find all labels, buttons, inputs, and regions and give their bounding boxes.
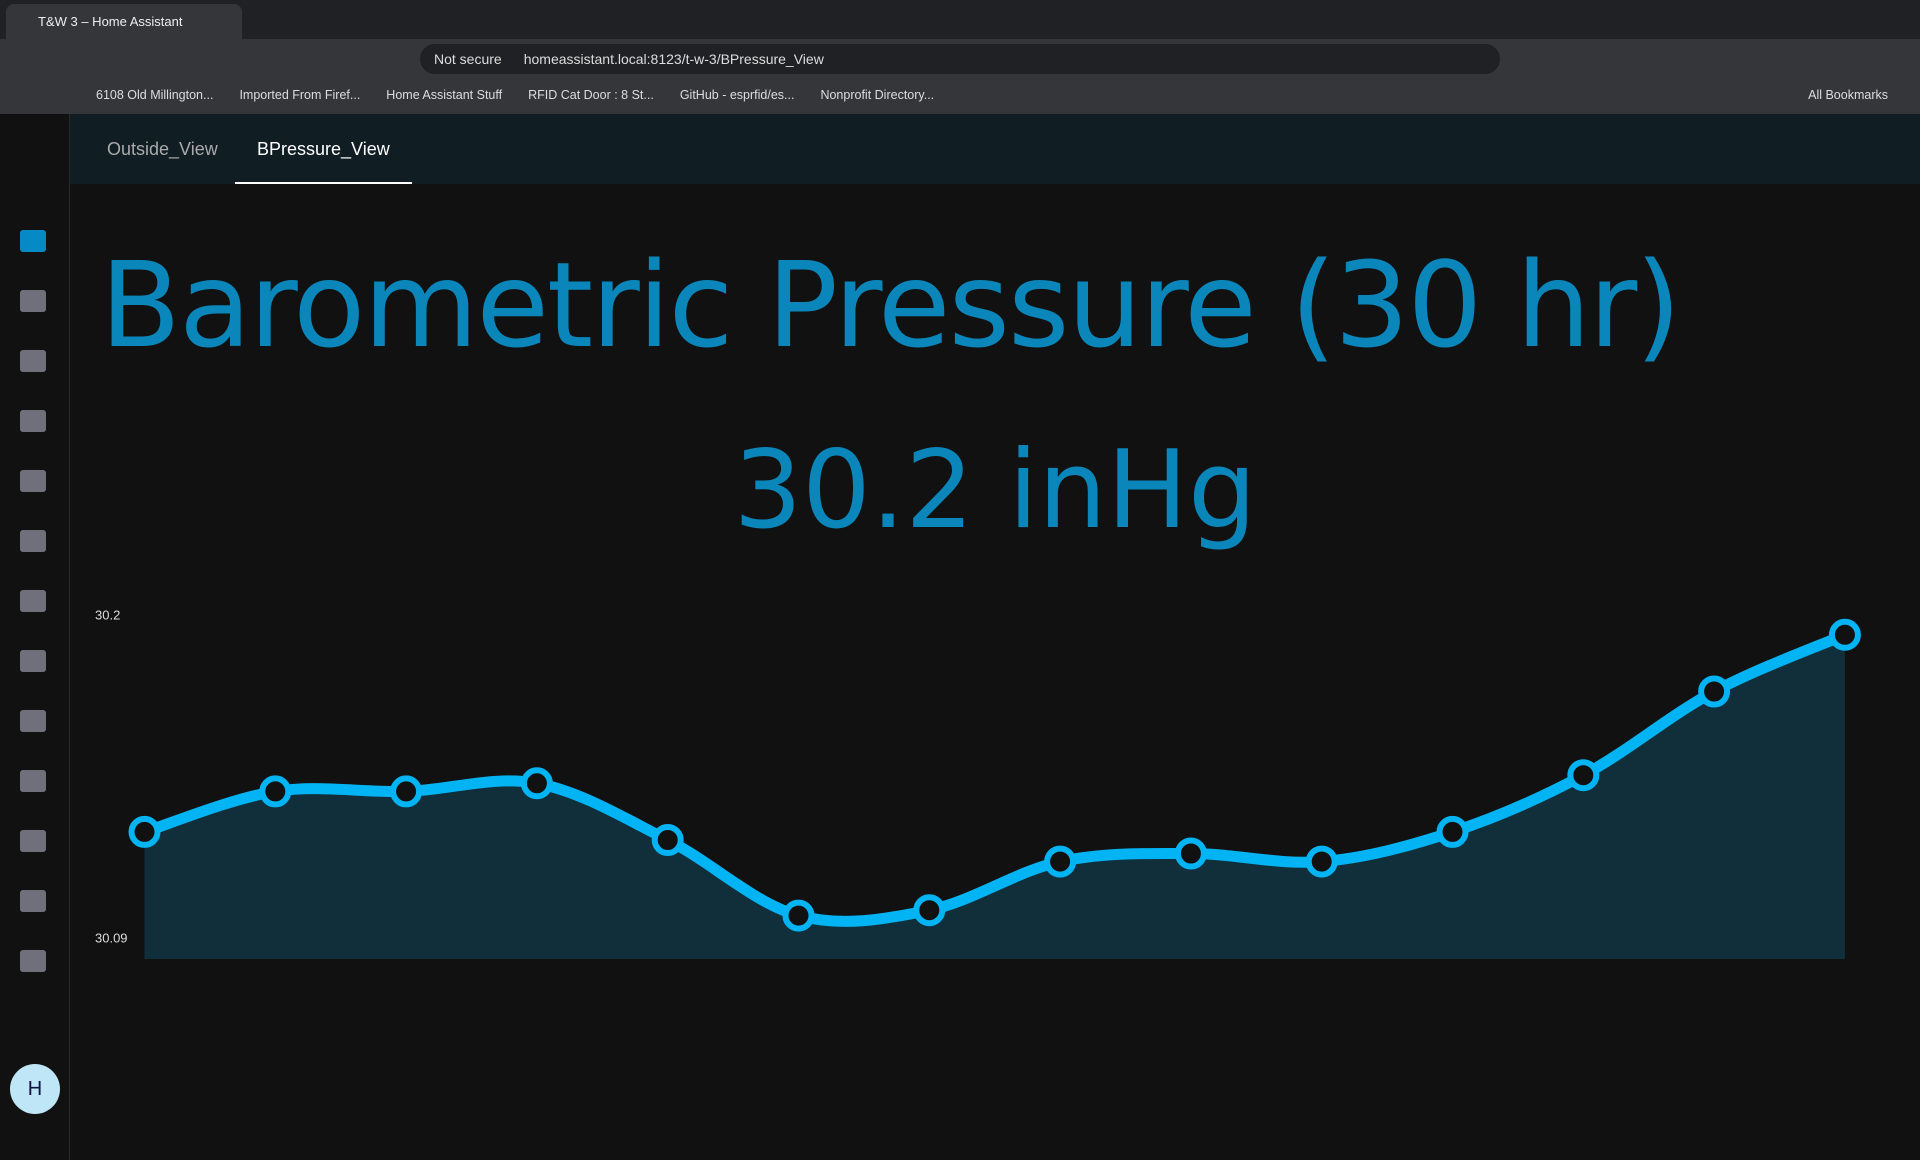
point	[390, 775, 423, 808]
point	[651, 824, 684, 856]
bookmark[interactable]: Imported From Firef...	[239, 88, 361, 102]
nav-icon[interactable]	[20, 590, 46, 612]
nav-icon[interactable]	[20, 830, 46, 852]
avatar[interactable]: H	[10, 1064, 60, 1114]
address-bar[interactable]: Not secure homeassistant.local:8123/t-w-3…	[420, 44, 1500, 74]
nav-icon[interactable]	[20, 230, 46, 252]
point	[520, 767, 553, 800]
bookmark[interactable]: 6108 Old Millington...	[96, 88, 214, 102]
point	[1044, 845, 1077, 878]
nav-icon[interactable]	[20, 290, 46, 312]
y-tick-label: 30.2	[95, 607, 120, 622]
y-tick-label: 30.09	[95, 930, 128, 945]
point	[1698, 675, 1731, 708]
nav-icon[interactable]	[20, 530, 46, 552]
nav-icon[interactable]	[20, 710, 46, 732]
url: homeassistant.local:8123/t-w-3/BPressure…	[523, 51, 824, 67]
bookmark[interactable]: Home Assistant Stuff	[386, 88, 503, 102]
browser-tab[interactable]: T&W 3 – Home Assistant	[6, 4, 242, 39]
nav-icon[interactable]	[20, 470, 46, 492]
card-title: Barometric Pressure (30 hr)	[100, 236, 1681, 374]
state-value: 30.2	[733, 428, 974, 553]
nav-icon[interactable]	[20, 890, 46, 912]
nav-icon[interactable]	[20, 950, 46, 972]
security: Not secure	[434, 51, 502, 67]
point	[913, 894, 946, 927]
point	[128, 815, 161, 848]
view-tab[interactable]: BPressure_View	[235, 114, 412, 184]
bookmark[interactable]: RFID Cat Door : 8 St...	[528, 88, 654, 102]
unit: inHg	[1008, 428, 1257, 553]
all-bookmarks[interactable]: All Bookmarks	[1808, 88, 1888, 102]
point	[1174, 837, 1207, 870]
point	[1567, 759, 1600, 792]
bookmark[interactable]: Nonprofit Directory...	[820, 88, 935, 102]
point	[782, 899, 815, 932]
nav-icon[interactable]	[20, 770, 46, 792]
tab-bar: T&W 3 – Home Assistant	[0, 0, 1920, 39]
bookmark[interactable]: GitHub - esprfid/es...	[679, 88, 795, 102]
app-header: Outside_View BPressure_View	[69, 114, 1920, 184]
area	[144, 634, 1845, 959]
sidebar: H	[0, 114, 70, 1160]
point	[259, 775, 292, 808]
nav-icon[interactable]	[20, 410, 46, 432]
label-bg	[88, 927, 136, 951]
point	[1828, 618, 1861, 651]
state: 30.2 inHg	[0, 428, 1920, 553]
nav-icon[interactable]	[20, 650, 46, 672]
nav-icon[interactable]	[20, 350, 46, 372]
view-tab[interactable]: Outside_View	[107, 139, 218, 159]
point	[1305, 845, 1338, 878]
point	[1436, 815, 1469, 848]
